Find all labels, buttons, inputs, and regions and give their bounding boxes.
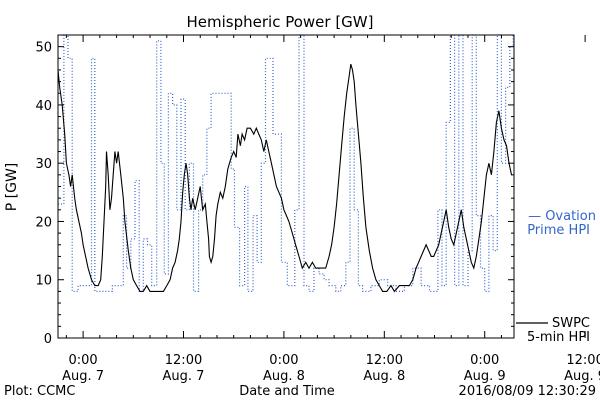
x-tick-time-label: 12:00 [566,353,600,368]
y-tick-label: 20 [35,215,52,230]
y-tick-label: 0 [44,332,52,347]
x-tick-date-label: Aug. 8 [263,369,305,384]
x-tick-date-label: Aug. 9 [464,369,506,384]
legend-ovation-line1: — Ovation [528,209,596,224]
x-tick-time-label: 12:00 [366,353,403,368]
series-line-ovation-prime-hpi [58,34,514,292]
x-tick-date-label: Aug. 8 [363,369,405,384]
y-tick-label: 10 [35,274,52,289]
x-tick-date-label: Aug. 9 [564,369,600,384]
y-tick-label: 50 [35,41,52,56]
series-line-swpc-5-min-hpi [57,63,513,293]
y-axis-label: P [GW] [4,163,20,212]
y-tick-label: 30 [35,157,52,172]
x-tick-time-label: 0:00 [68,353,97,368]
x-axis-label: Date and Time [239,384,335,399]
legend-swpc-line1: SWPC [552,316,590,331]
x-tick-date-label: Aug. 7 [163,369,205,384]
y-ticks: 0 10 20 30 40 50 [35,34,514,347]
timestamp: 2016/08/09 12:30:29 [459,384,596,399]
x-tick-time-label: 0:00 [269,353,298,368]
legend-swpc-line2: 5-min HPI [527,330,590,345]
series-layer [57,34,514,293]
plot-frame [57,34,515,339]
x-tick-date-label: Aug. 7 [62,369,104,384]
x-tick-time-label: 0:00 [470,353,499,368]
legend-ovation-line2: Prime HPI [527,223,590,238]
y-tick-label: 40 [35,99,52,114]
chart-title: Hemispheric Power [GW] [187,13,374,31]
plot-credit: Plot: CCMC [4,384,75,399]
x-tick-time-label: 12:00 [165,353,202,368]
